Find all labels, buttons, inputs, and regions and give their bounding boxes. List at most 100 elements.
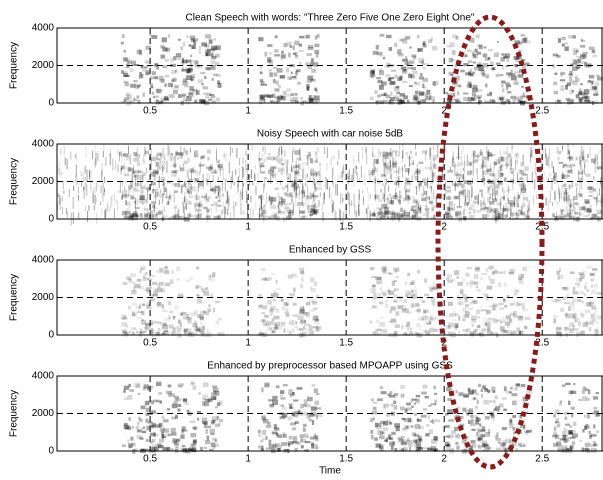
energy-blob: [167, 201, 170, 205]
energy-blob: [130, 273, 136, 276]
energy-blob: [121, 165, 125, 169]
energy-blob: [557, 202, 559, 205]
energy-blob: [309, 299, 315, 303]
energy-blob: [580, 45, 585, 48]
energy-blob: [400, 208, 403, 212]
noise-streak: [168, 145, 169, 156]
noise-streak: [96, 198, 97, 203]
energy-blob: [264, 52, 267, 57]
energy-blob: [573, 315, 575, 319]
energy-blob: [131, 61, 136, 65]
energy-blob: [445, 325, 449, 329]
noise-streak: [365, 149, 366, 153]
x-tick-label: 0.5: [143, 222, 157, 233]
energy-blob: [139, 437, 143, 439]
noise-streak: [96, 182, 97, 192]
energy-blob: [310, 169, 314, 174]
noise-streak: [382, 193, 383, 199]
noise-streak: [364, 174, 365, 186]
energy-blob: [280, 390, 284, 394]
energy-blob: [285, 193, 291, 196]
energy-blob: [471, 419, 474, 424]
noise-streak: [327, 147, 328, 158]
noise-streak: [361, 166, 362, 178]
energy-blob: [394, 288, 396, 291]
energy-blob: [178, 328, 182, 331]
energy-blob: [447, 274, 452, 278]
energy-blob: [573, 328, 578, 331]
energy-blob: [412, 196, 415, 199]
energy-blob: [210, 293, 213, 297]
energy-blob: [142, 304, 145, 306]
energy-blob: [263, 215, 268, 217]
noise-streak: [239, 158, 240, 166]
energy-blob: [506, 315, 511, 319]
energy-blob: [520, 177, 523, 179]
energy-blob: [287, 42, 292, 47]
noise-streak: [477, 168, 478, 179]
energy-blob: [554, 427, 556, 431]
energy-blob: [503, 299, 505, 301]
energy-blob: [511, 172, 513, 174]
noise-streak: [81, 183, 82, 187]
noise-streak: [226, 200, 227, 203]
energy-blob: [291, 100, 296, 103]
energy-blob: [579, 91, 582, 95]
energy-blob: [151, 35, 157, 39]
energy-blob: [127, 439, 129, 443]
energy-blob: [384, 207, 389, 209]
energy-blob: [377, 430, 381, 435]
energy-blob: [481, 426, 485, 431]
energy-blob: [165, 59, 170, 62]
energy-blob: [213, 308, 215, 312]
energy-blob: [269, 72, 273, 77]
energy-blob: [375, 329, 381, 332]
energy-blob: [450, 201, 453, 206]
energy-blob: [372, 212, 375, 216]
energy-blob: [580, 207, 585, 211]
energy-blob: [413, 440, 417, 443]
energy-blob: [141, 186, 144, 189]
energy-blob: [591, 434, 597, 437]
energy-blob: [568, 306, 571, 311]
noise-streak: [225, 179, 226, 191]
energy-blob: [405, 281, 407, 285]
noise-streak: [107, 202, 108, 211]
energy-blob: [170, 94, 175, 98]
energy-blob: [428, 415, 430, 420]
energy-blob: [134, 183, 138, 186]
energy-blob: [565, 424, 570, 426]
energy-blob: [274, 54, 280, 56]
energy-blob: [573, 430, 576, 434]
noise-streak: [320, 163, 321, 167]
energy-blob: [259, 162, 264, 167]
energy-blob: [303, 424, 307, 427]
energy-blob: [390, 174, 392, 179]
energy-blob: [511, 75, 517, 80]
energy-blob: [497, 211, 500, 215]
energy-blob: [448, 331, 450, 335]
energy-blob: [289, 203, 292, 205]
energy-blob: [281, 96, 286, 100]
energy-blob: [200, 322, 202, 326]
energy-blob: [595, 200, 601, 203]
energy-blob: [163, 419, 168, 422]
energy-blob: [502, 88, 504, 92]
energy-blob: [300, 320, 304, 324]
energy-blob: [496, 319, 501, 321]
energy-blob: [268, 69, 272, 72]
energy-blob: [504, 305, 507, 308]
x-tick-label: 0.5: [143, 454, 157, 465]
energy-blob: [510, 387, 513, 390]
energy-blob: [595, 414, 597, 417]
energy-blob: [475, 267, 480, 270]
energy-blob: [207, 150, 211, 154]
energy-blob: [523, 93, 525, 97]
energy-blob: [462, 279, 465, 283]
noise-streak: [146, 168, 147, 173]
energy-blob: [483, 292, 486, 296]
energy-blob: [395, 276, 399, 278]
energy-blob: [300, 434, 305, 438]
energy-blob: [189, 168, 192, 172]
energy-blob: [421, 198, 426, 202]
